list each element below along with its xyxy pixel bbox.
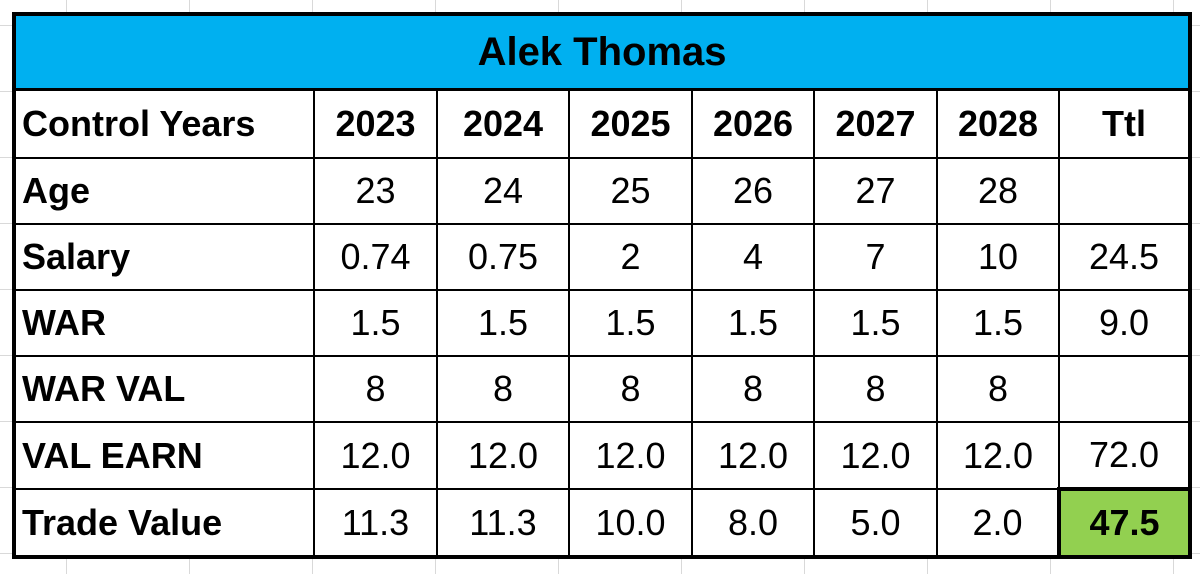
table-row: WAR VAL 8 8 8 8 8 8 xyxy=(13,355,1192,423)
table-row: Age 23 24 25 26 27 28 xyxy=(13,157,1192,225)
trade-value-table: Alek Thomas Control Years 2023 2024 2025 202… xyxy=(12,12,1193,559)
title-row: Alek Thomas xyxy=(12,13,1192,91)
cell: 9.0 xyxy=(1057,289,1192,357)
cell: 8 xyxy=(936,355,1060,423)
row-label: WAR VAL xyxy=(13,355,315,423)
header-cell: 2027 xyxy=(813,88,938,159)
cell: 72.0 xyxy=(1057,421,1192,490)
header-cell: 2025 xyxy=(568,88,693,159)
cell: 24.5 xyxy=(1057,223,1192,291)
cell: 0.74 xyxy=(313,223,438,291)
cell: 23 xyxy=(313,157,438,225)
cell: 47.5 xyxy=(1056,487,1193,559)
cell: 12.0 xyxy=(936,421,1060,490)
row-label: Age xyxy=(13,157,315,225)
cell: 1.5 xyxy=(936,289,1060,357)
cell: 11.3 xyxy=(436,488,570,558)
cell: 8 xyxy=(436,355,570,423)
cell: 11.3 xyxy=(313,488,438,558)
header-cell: 2028 xyxy=(936,88,1060,159)
cell: 24 xyxy=(436,157,570,225)
header-label: Control Years xyxy=(13,88,315,159)
cell: 8.0 xyxy=(691,488,815,558)
cell: 1.5 xyxy=(436,289,570,357)
cell: 1.5 xyxy=(568,289,693,357)
header-cell: 2026 xyxy=(691,88,815,159)
header-cell: 2023 xyxy=(313,88,438,159)
row-label: VAL EARN xyxy=(13,421,315,490)
empty-cell xyxy=(1057,355,1192,423)
cell: 0.75 xyxy=(436,223,570,291)
cell: 28 xyxy=(936,157,1060,225)
table-body: Alek Thomas Control Years 2023 2024 2025 202… xyxy=(12,13,1193,559)
row-label: Trade Value xyxy=(13,488,315,558)
header-cell: Ttl xyxy=(1057,88,1192,159)
cell: 7 xyxy=(813,223,938,291)
table-row: Salary 0.74 0.75 2 4 7 10 24.5 xyxy=(13,223,1192,291)
cell: 12.0 xyxy=(813,421,938,490)
row-label: WAR xyxy=(13,289,315,357)
cell: 1.5 xyxy=(691,289,815,357)
row-label: Salary xyxy=(13,223,315,291)
cell: 8 xyxy=(313,355,438,423)
cell: 12.0 xyxy=(691,421,815,490)
cell: 1.5 xyxy=(813,289,938,357)
cell: 4 xyxy=(691,223,815,291)
cell: 10.0 xyxy=(568,488,693,558)
cell: 8 xyxy=(691,355,815,423)
cell: 12.0 xyxy=(568,421,693,490)
header-cell: 2024 xyxy=(436,88,570,159)
cell: 5.0 xyxy=(813,488,938,558)
cell: 8 xyxy=(813,355,938,423)
table-row: WAR 1.5 1.5 1.5 1.5 1.5 1.5 9.0 xyxy=(13,289,1192,357)
cell: 2 xyxy=(568,223,693,291)
cell: 26 xyxy=(691,157,815,225)
table-title: Alek Thomas xyxy=(12,13,1192,91)
cell: 12.0 xyxy=(313,421,438,490)
cell: 25 xyxy=(568,157,693,225)
table-row: VAL EARN 12.0 12.0 12.0 12.0 12.0 12.0 72.0 xyxy=(13,421,1192,490)
table-row: Trade Value 11.3 11.3 10.0 8.0 5.0 2.0 47.5 xyxy=(13,487,1193,559)
header-row: Control Years 2023 2024 2025 2026 2027 2028 Ttl xyxy=(13,88,1192,159)
cell: 27 xyxy=(813,157,938,225)
cell: 1.5 xyxy=(313,289,438,357)
empty-cell xyxy=(1057,157,1192,225)
cell: 10 xyxy=(936,223,1060,291)
cell: 12.0 xyxy=(436,421,570,490)
cell: 2.0 xyxy=(936,488,1060,558)
cell: 8 xyxy=(568,355,693,423)
